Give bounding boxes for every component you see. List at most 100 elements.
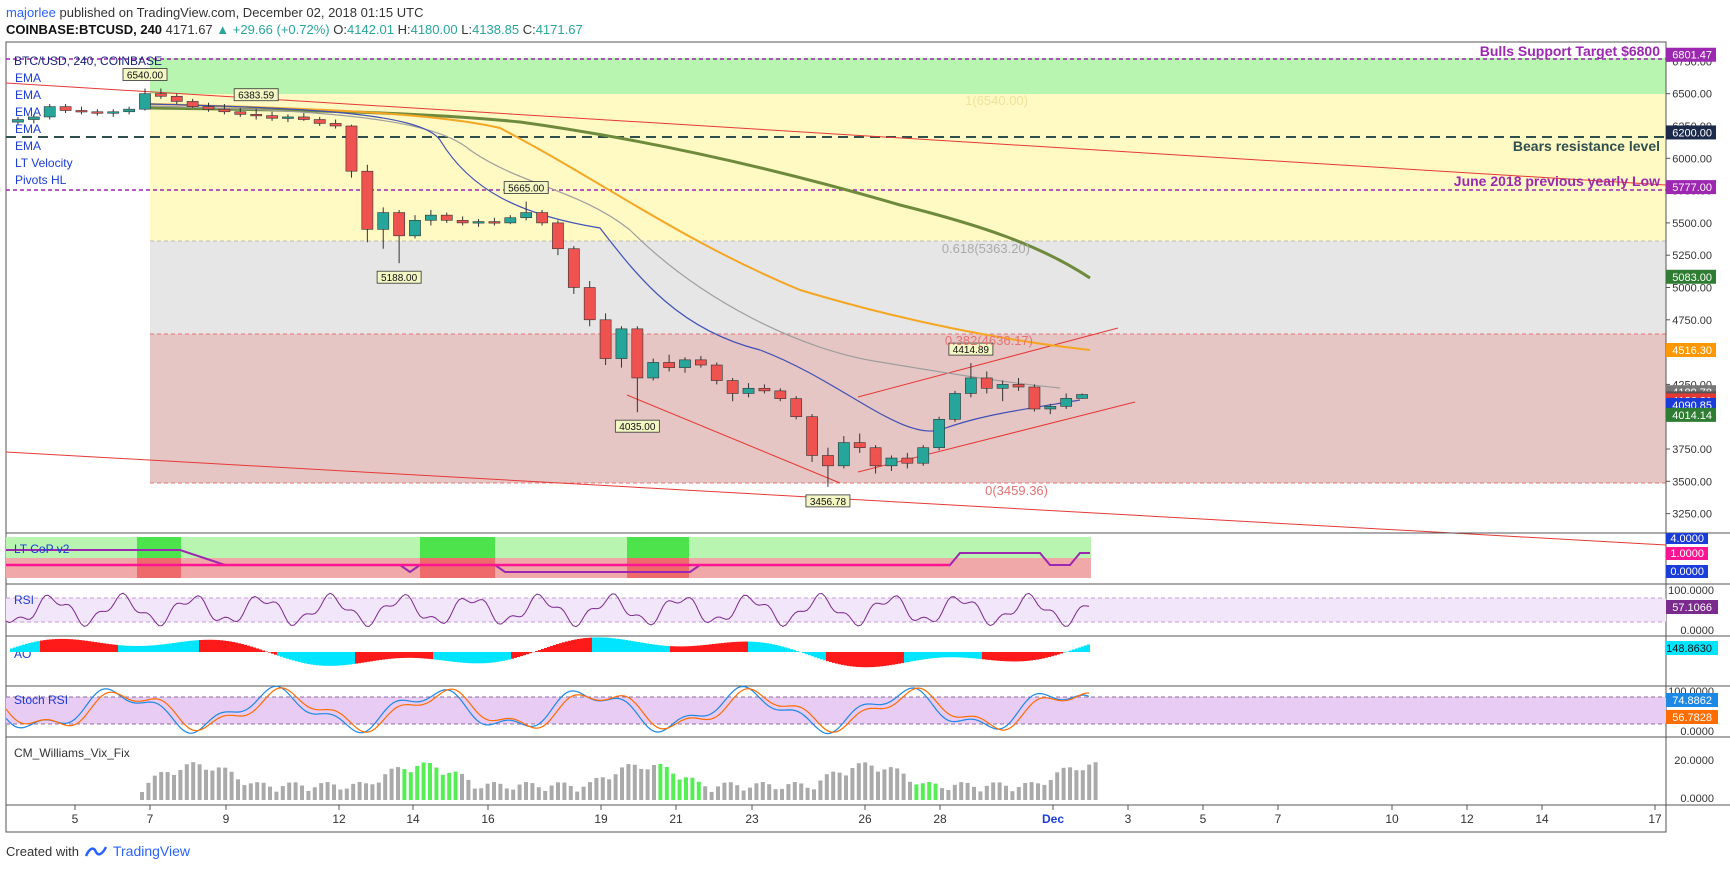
ao-bar [1018,652,1021,662]
vix-bar [479,788,484,800]
legend-ema-4[interactable]: EMA [15,122,41,136]
ao-bar [988,652,991,660]
time-tick-label: 14 [1535,812,1549,826]
ao-bar [1015,652,1018,662]
vix-bar [684,777,688,800]
ao-bar [469,652,472,664]
ao-bar [46,639,49,652]
ao-bar [202,639,205,652]
vix-bar [748,787,752,800]
time-tick-label: 9 [223,812,230,826]
ao-bar [49,639,52,652]
time-tick-label: 23 [745,812,759,826]
ao-bar [952,652,955,658]
ao-bar [460,652,463,663]
vix-title: CM_Williams_Vix_Fix [14,746,130,760]
ao-bar [721,643,724,652]
candle-body [345,125,358,172]
vix-bar [1074,770,1079,800]
time-axis[interactable]: 5 7 9 12 14 16 19 21 23 26 28 Dec 3 5 7 10 12 14 17 [72,805,1662,826]
ao-bar [688,646,691,652]
ao-bar [106,643,109,652]
candle-body [663,362,675,368]
vix-bar [389,768,394,800]
ao-bar [628,640,631,652]
legend-ema-5[interactable]: EMA [15,139,41,153]
vix-bar [562,782,567,800]
upper-trendline [5,82,1667,186]
legend-ema-2[interactable]: EMA [15,88,41,102]
ao-bar [823,652,826,661]
ltcop-green-band [6,537,1091,558]
ao-bar [94,642,97,652]
ao-bar [571,640,574,652]
vix-bar [204,769,208,800]
ao-bar [769,643,772,652]
legend-pivots-hl[interactable]: Pivots HL [15,173,67,187]
candle-body [409,220,421,237]
ao-bar [718,643,721,652]
vix-bar [965,782,970,800]
vix-bar [856,763,861,800]
ao-bar [85,640,88,652]
time-tick-label: Dec [1042,812,1064,826]
ao-bar [136,646,139,652]
vix-bar [581,786,586,800]
ao-bar [172,642,175,652]
legend-title: BTC/USD, 240, COINBASE [14,54,162,68]
ao-bar [1084,645,1087,652]
author-link[interactable]: majorlee [6,5,56,20]
vix-bar [620,767,624,800]
ao-bar [790,649,793,652]
candle-body [75,110,88,113]
ao-bar [1063,652,1066,653]
ao-bar [1078,647,1081,652]
ao-bar [355,652,358,664]
pivot-label: 4035.00 [619,422,656,433]
vix-bar [1048,780,1053,800]
ao-bar [103,643,106,652]
ltcop-green-block [420,537,495,558]
ao-bar [838,652,841,665]
vix-bar [696,781,701,800]
price-badge-text: 4014.14 [1672,410,1712,422]
vix-bar [300,785,304,800]
time-tick-label: 5 [72,812,79,826]
fib-1-label: 1(6540.00) [965,93,1028,108]
ao-bar [397,652,400,659]
time-tick-label: 10 [1385,812,1399,826]
ao-bar [865,652,868,668]
vix-bar [357,782,362,800]
legend-lt-velocity[interactable]: LT Velocity [15,156,73,170]
vix-bar [351,783,356,800]
ao-bar [910,652,913,662]
pivot-badge [503,181,549,194]
legend-ema-1[interactable]: EMA [15,71,41,85]
ao-bar [982,652,985,660]
candle-body [1012,384,1025,388]
candle-body [123,108,135,113]
price-chart[interactable]: 6540.00 6383.59 5188.00 5665.00 4035.00 3456.… [0,0,1730,840]
ao-bar [667,645,670,652]
ltcop-pane: LT CoP v2 [6,537,1091,578]
ao-bar [862,652,865,668]
ao-bar [649,643,652,652]
ao-bar [787,648,790,652]
ao-bar [247,645,250,652]
candle-body [329,123,342,127]
ao-bar [730,642,733,652]
stoch-k-line [5,685,1090,735]
ao-bar [835,652,838,664]
ao-bar [1042,652,1045,659]
legend-ema-3[interactable]: EMA [15,105,41,119]
tradingview-brand-link[interactable]: TradingView [112,843,191,859]
vix-bar [447,772,452,800]
ao-bar [235,642,238,652]
price-badge [1666,125,1716,140]
time-tick-label: 5 [1200,812,1207,826]
ao-bar [535,651,538,652]
ema-grey-line [149,105,1061,389]
ao-bar [118,645,121,652]
ao-bar [694,645,697,652]
ao-bar [892,652,895,665]
